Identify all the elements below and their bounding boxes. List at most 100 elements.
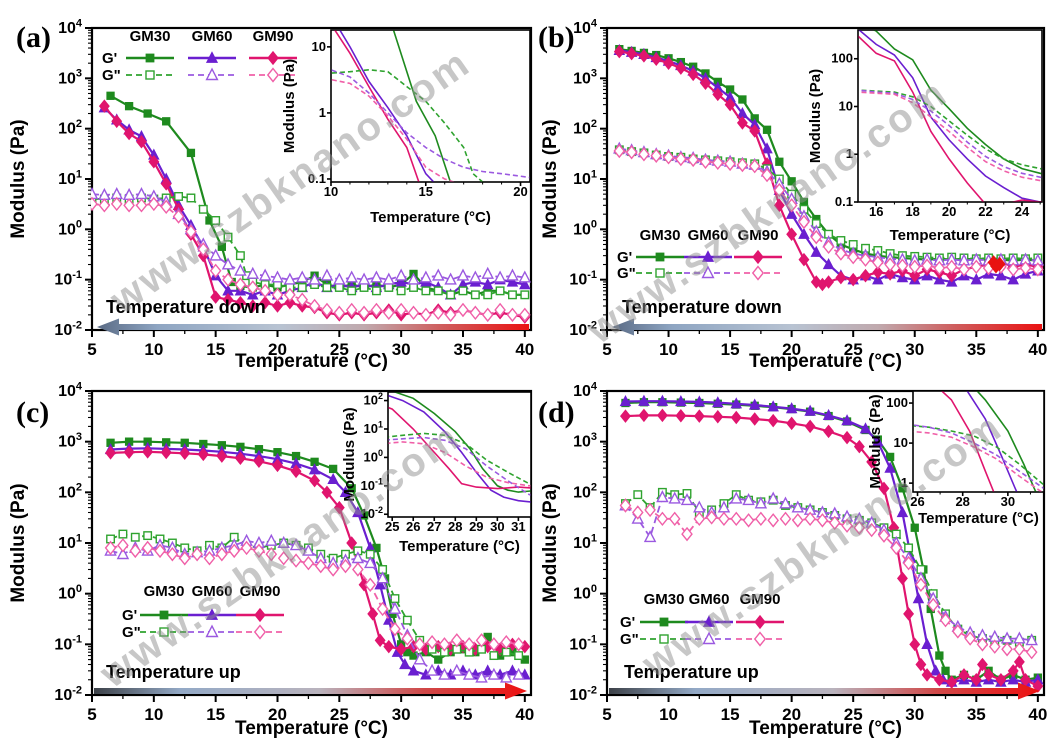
svg-text:102: 102 — [58, 482, 82, 502]
svg-text:100: 100 — [831, 51, 853, 66]
series-a — [91, 91, 532, 324]
svg-text:GM60: GM60 — [688, 227, 729, 244]
svg-text:30: 30 — [392, 705, 411, 724]
svg-text:5: 5 — [602, 705, 611, 724]
svg-text:101: 101 — [573, 168, 597, 188]
svg-text:GM30: GM30 — [644, 591, 685, 608]
y-axis-title-a: Modulus (Pa) — [8, 119, 29, 238]
svg-text:10: 10 — [312, 39, 326, 54]
axes-d: 5 10 15 20 25 30 35 4010-210-1100101102103104Te… — [540, 380, 1047, 739]
y-axis-title-c: Modulus (Pa) — [8, 483, 29, 602]
legend-b: GM30 GM60 GM90 G'G" — [617, 227, 782, 282]
svg-text:0.1: 0.1 — [835, 194, 853, 209]
svg-text:104: 104 — [58, 17, 83, 37]
svg-text:G": G" — [102, 67, 121, 84]
inset-a: 10 15 20 10 1 0.1 Temperature (°C) Modulus (Pa) — [281, 29, 531, 226]
svg-text:G': G' — [620, 614, 635, 631]
svg-text:30: 30 — [1001, 494, 1015, 509]
svg-text:40: 40 — [515, 340, 534, 359]
svg-text:100: 100 — [573, 583, 597, 603]
direction-label-a: Temperature down — [106, 297, 266, 317]
svg-text:G': G' — [102, 50, 117, 67]
panel-letter-c: (c) — [16, 396, 49, 429]
curve-c-GM90-G2 — [110, 544, 519, 646]
svg-text:30: 30 — [905, 340, 924, 359]
svg-text:20: 20 — [513, 184, 527, 199]
inset-b: 16 18 20 22 24 100 10 1 0.1 Temperature (°C) Modul… — [807, 29, 1043, 244]
svg-text:10-2: 10-2 — [54, 684, 82, 704]
svg-text:24: 24 — [1015, 204, 1030, 219]
series-c — [104, 437, 531, 683]
svg-text:28: 28 — [448, 519, 462, 534]
svg-text:10: 10 — [659, 705, 678, 724]
svg-text:Modulus (Pa): Modulus (Pa) — [281, 59, 298, 153]
svg-text:100: 100 — [58, 219, 82, 239]
svg-text:Temperature (°C): Temperature (°C) — [399, 538, 520, 555]
svg-text:GM60: GM60 — [192, 28, 233, 45]
svg-text:15: 15 — [206, 340, 225, 359]
watermark-text: www.szbknano.com — [633, 404, 1010, 687]
svg-text:G": G" — [122, 624, 141, 641]
svg-text:100: 100 — [58, 583, 82, 603]
svg-text:10: 10 — [894, 435, 908, 450]
svg-text:20: 20 — [268, 340, 287, 359]
temperature-direction-arrow-a: Temperature down — [97, 297, 529, 336]
svg-text:10: 10 — [324, 184, 338, 199]
panel-letter-a: (a) — [16, 21, 51, 54]
svg-text:10-1: 10-1 — [54, 634, 82, 654]
panel-b: 5 10 15 20 25 30 35 4010-210-1100101102103104Te… — [538, 17, 1047, 372]
svg-text:101: 101 — [58, 168, 82, 188]
svg-text:GM30: GM30 — [130, 28, 171, 45]
svg-text:G": G" — [620, 631, 639, 648]
svg-text:GM60: GM60 — [689, 591, 730, 608]
svg-text:10-1: 10-1 — [569, 269, 597, 289]
svg-text:101: 101 — [58, 532, 82, 552]
svg-text:Temperature (°C): Temperature (°C) — [890, 227, 1011, 244]
series-d — [619, 394, 1044, 693]
svg-text:10: 10 — [144, 705, 163, 724]
legend-c: GM30 GM60 GM90 G'G" — [122, 583, 284, 641]
svg-text:10-2: 10-2 — [569, 684, 597, 704]
legend-d: GM30 GM60 GM90 G'G" — [620, 591, 784, 648]
svg-text:5: 5 — [602, 340, 611, 359]
panel-letter-d: (d) — [538, 396, 575, 429]
curve-d-GM60-G2 — [624, 496, 1032, 642]
svg-text:35: 35 — [967, 340, 986, 359]
svg-text:102: 102 — [573, 482, 597, 502]
svg-text:15: 15 — [721, 705, 740, 724]
svg-text:15: 15 — [419, 184, 433, 199]
svg-text:10: 10 — [144, 340, 163, 359]
svg-text:103: 103 — [58, 431, 82, 451]
panel-letter-b: (b) — [538, 21, 575, 54]
svg-text:G": G" — [617, 265, 636, 282]
svg-text:GM30: GM30 — [144, 583, 185, 600]
svg-text:100: 100 — [886, 395, 908, 410]
svg-text:Modulus (Pa): Modulus (Pa) — [807, 69, 824, 163]
curve-a-GM60-G2 — [91, 193, 525, 281]
direction-label-c: Temperature up — [106, 662, 241, 682]
svg-text:25: 25 — [330, 340, 349, 359]
x-axis-title-d: Temperature (°C) — [749, 718, 902, 739]
svg-text:10-1: 10-1 — [54, 269, 82, 289]
svg-text:31: 31 — [511, 519, 525, 534]
svg-text:GM90: GM90 — [253, 28, 294, 45]
svg-text:1: 1 — [846, 146, 853, 161]
svg-text:15: 15 — [206, 705, 225, 724]
svg-text:104: 104 — [573, 380, 598, 400]
svg-text:25: 25 — [385, 519, 399, 534]
svg-text:100: 100 — [573, 219, 597, 239]
series-b — [613, 43, 1045, 292]
svg-text:1: 1 — [901, 475, 908, 490]
svg-text:20: 20 — [268, 705, 287, 724]
svg-text:GM90: GM90 — [738, 227, 779, 244]
svg-text:GM60: GM60 — [192, 583, 233, 600]
inset-d: 26 28 30 100 10 1 Temperature (°C) Modulus (Pa) — [867, 390, 1045, 527]
svg-text:40: 40 — [1028, 340, 1047, 359]
svg-text:20: 20 — [782, 340, 801, 359]
svg-text:GM90: GM90 — [240, 583, 281, 600]
svg-text:Modulus (Pa): Modulus (Pa) — [867, 394, 884, 488]
svg-text:104: 104 — [58, 380, 83, 400]
y-axis-title-b: Modulus (Pa) — [540, 119, 561, 238]
